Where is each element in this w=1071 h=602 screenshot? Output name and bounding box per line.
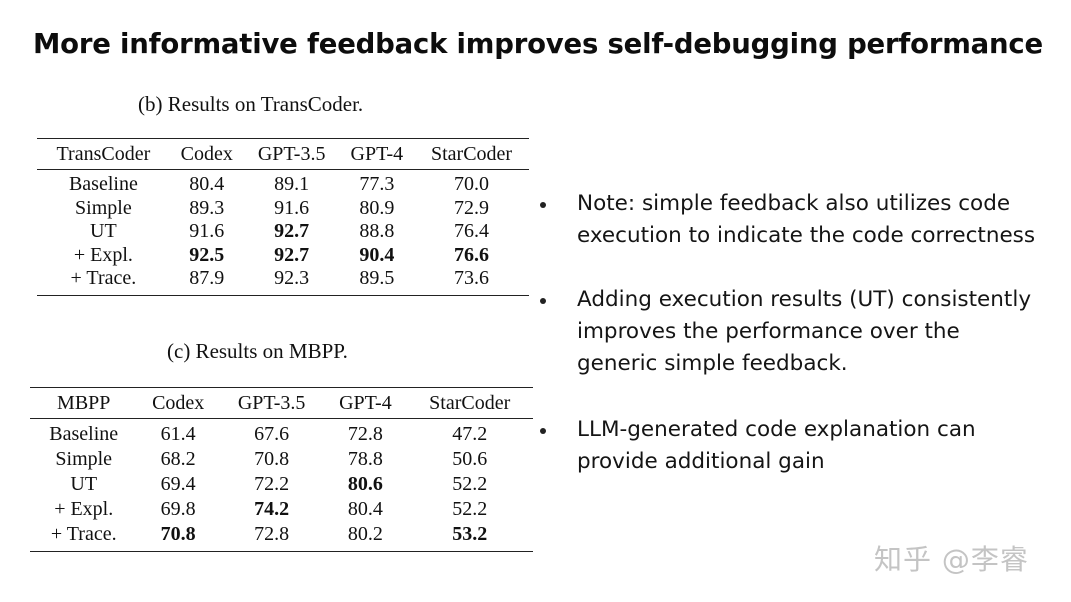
table-cell: 52.2 — [452, 498, 488, 520]
transcoder-caption: (b) Results on TransCoder. — [138, 92, 364, 116]
table-cell: 70.8 — [254, 448, 290, 470]
column-header: MBPP — [57, 392, 111, 414]
bullet-execution-results: Adding execution results (UT) consistent… — [536, 284, 1056, 380]
row-label: UT — [70, 473, 98, 495]
row-label: + Trace. — [50, 523, 117, 545]
bullet-note-simple-feedback: Note: simple feedback also utilizes code… — [536, 188, 1056, 252]
table-cell: 91.6 — [189, 220, 225, 242]
table-cell-best: 80.6 — [347, 473, 383, 495]
table-row: + Trace. 70.8 72.8 80.2 53.2 — [30, 522, 533, 552]
table-header-row: MBPP Codex GPT-3.5 GPT-4 StarCoder — [30, 387, 533, 419]
table-cell: 68.2 — [160, 448, 196, 470]
row-label: + Expl. — [54, 498, 114, 520]
table-cell-best: 74.2 — [254, 498, 290, 520]
bullet-text-line: Note: simple feedback also utilizes code — [577, 191, 1011, 216]
column-header: GPT-3.5 — [257, 143, 326, 165]
table-cell-best: 92.7 — [274, 243, 310, 266]
mbpp-results-table: MBPP Codex GPT-3.5 GPT-4 StarCoder Basel… — [30, 387, 533, 552]
mbpp-caption: (c) Results on MBPP. — [167, 339, 348, 363]
column-header: StarCoder — [430, 143, 513, 165]
table-cell: 72.2 — [254, 473, 290, 495]
table-cell: 80.4 — [189, 173, 225, 195]
bullet-list: Note: simple feedback also utilizes code… — [536, 188, 1056, 478]
column-header: Codex — [152, 392, 205, 414]
table-row: + Expl. 92.5 92.7 90.4 76.6 — [37, 244, 529, 268]
bullet-text-line: improves the performance over the — [577, 319, 960, 344]
table-cell: 80.4 — [347, 498, 383, 520]
bullet-text-line: execution to indicate the code correctne… — [577, 223, 1036, 248]
table-cell-best: 76.6 — [454, 243, 490, 266]
bullet-text-line: provide additional gain — [577, 449, 825, 474]
table-cell: 76.4 — [454, 220, 490, 242]
column-header: GPT-4 — [350, 143, 404, 165]
bullet-text-line: Adding execution results (UT) consistent… — [577, 287, 1032, 312]
row-label: UT — [90, 220, 117, 242]
bullet-dot-icon — [540, 202, 546, 208]
column-header: TransCoder — [56, 143, 151, 165]
table-cell: 91.6 — [274, 196, 310, 219]
table-row: + Trace. 87.9 92.3 89.5 73.6 — [37, 267, 529, 295]
row-label: Baseline — [68, 173, 138, 195]
table-row: Simple 68.2 70.8 78.8 50.6 — [30, 447, 533, 472]
table-cell: 87.9 — [189, 267, 225, 289]
table-cell: 78.8 — [347, 448, 383, 470]
table-cell: 89.5 — [359, 267, 395, 289]
table-cell: 52.2 — [452, 473, 488, 495]
column-header: Codex — [180, 143, 233, 165]
row-label: + Expl. — [73, 243, 133, 266]
table-cell: 88.8 — [359, 220, 395, 242]
table-cell: 72.8 — [347, 423, 383, 445]
table-cell: 47.2 — [452, 423, 488, 445]
row-label: Simple — [75, 196, 132, 219]
column-header: GPT-4 — [339, 392, 392, 414]
table-cell: 70.0 — [454, 173, 490, 195]
row-label: + Trace. — [70, 267, 137, 289]
table-cell-best: 53.2 — [452, 523, 488, 545]
table-row: Simple 89.3 91.6 80.9 72.9 — [37, 197, 529, 221]
table-cell: 77.3 — [359, 173, 395, 195]
table-cell: 92.3 — [274, 267, 310, 289]
table-cell: 72.8 — [254, 523, 290, 545]
bullet-dot-icon — [540, 298, 546, 304]
table-cell-best: 90.4 — [359, 243, 395, 266]
slide-title: More informative feedback improves self-… — [33, 28, 1043, 60]
table-cell: 67.6 — [254, 423, 290, 445]
table-cell-best: 92.5 — [189, 243, 225, 266]
table-cell: 69.8 — [160, 498, 196, 520]
bullet-text-line: LLM-generated code explanation can — [577, 417, 976, 442]
table-cell: 80.2 — [347, 523, 383, 545]
bullet-code-explanation: LLM-generated code explanation can provi… — [536, 414, 1056, 478]
row-label: Baseline — [49, 423, 119, 445]
table-cell: 89.3 — [189, 196, 225, 219]
bullet-text-line: generic simple feedback. — [577, 351, 848, 376]
watermark: 知乎 @李睿 — [874, 543, 1029, 576]
table-cell: 80.9 — [359, 196, 395, 219]
table-cell: 89.1 — [274, 173, 310, 195]
table-cell: 61.4 — [160, 423, 196, 445]
table-row: UT 69.4 72.2 80.6 52.2 — [30, 472, 533, 497]
row-label: Simple — [55, 448, 113, 470]
table-cell: 72.9 — [454, 196, 490, 219]
table-cell: 73.6 — [454, 267, 490, 289]
table-cell: 50.6 — [452, 448, 488, 470]
table-row: Baseline 80.4 89.1 77.3 70.0 — [37, 170, 529, 197]
column-header: StarCoder — [429, 392, 511, 414]
table-row: Baseline 61.4 67.6 72.8 47.2 — [30, 419, 533, 448]
table-cell-best: 92.7 — [274, 220, 310, 242]
table-cell: 69.4 — [160, 473, 196, 495]
bullet-dot-icon — [540, 428, 546, 434]
table-header-row: TransCoder Codex GPT-3.5 GPT-4 StarCoder — [37, 138, 529, 170]
table-cell-best: 70.8 — [160, 523, 196, 545]
transcoder-results-table: TransCoder Codex GPT-3.5 GPT-4 StarCoder… — [37, 138, 529, 296]
table-row: UT 91.6 92.7 88.8 76.4 — [37, 220, 529, 244]
table-row: + Expl. 69.8 74.2 80.4 52.2 — [30, 497, 533, 522]
column-header: GPT-3.5 — [237, 392, 306, 414]
